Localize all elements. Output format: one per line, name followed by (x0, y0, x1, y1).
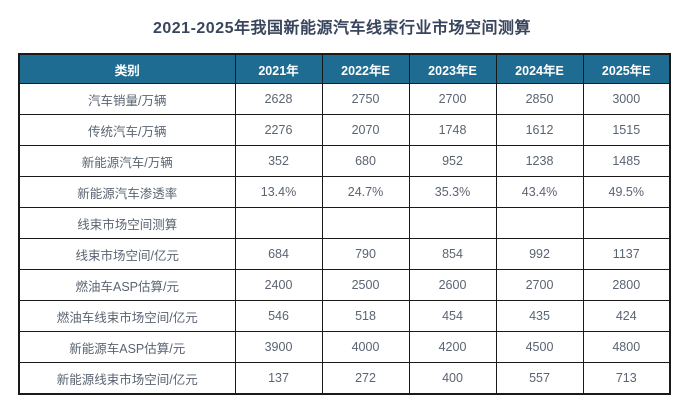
table-cell: 400 (408, 362, 497, 395)
table-cell: 790 (321, 238, 410, 270)
table-row: 新能源车ASP估算/元 3900 4000 4200 4500 4800 (18, 331, 671, 363)
column-header-year: 2023年E (408, 53, 497, 84)
column-header-year: 2024年E (495, 53, 584, 84)
table-cell: 2750 (321, 83, 410, 115)
table-body: 汽车销量/万辆 2628 2750 2700 2850 3000 传统汽车/万辆 2276 20… (18, 83, 671, 395)
table-row: 线束市场空间测算 (18, 207, 671, 239)
row-label: 线束市场空间/亿元 (18, 238, 236, 270)
table-cell (582, 207, 671, 239)
column-header-category: 类别 (18, 53, 236, 84)
row-label: 传统汽车/万辆 (18, 114, 236, 146)
table-cell: 2276 (234, 114, 323, 146)
table-cell: 1238 (495, 145, 584, 177)
table-cell: 43.4% (495, 176, 584, 208)
table-cell: 854 (408, 238, 497, 270)
table-cell: 35.3% (408, 176, 497, 208)
row-label: 新能源线束市场空间/亿元 (18, 362, 236, 395)
table-row: 新能源汽车渗透率 13.4% 24.7% 35.3% 43.4% 49.5% (18, 176, 671, 208)
table-cell: 1485 (582, 145, 671, 177)
table-cell: 1515 (582, 114, 671, 146)
column-header-year: 2025年E (582, 53, 671, 84)
table-cell: 352 (234, 145, 323, 177)
table-cell: 1612 (495, 114, 584, 146)
table-cell: 4200 (408, 331, 497, 363)
table-cell: 24.7% (321, 176, 410, 208)
table-cell (495, 207, 584, 239)
table-cell: 2600 (408, 269, 497, 301)
table-cell (408, 207, 497, 239)
row-label: 新能源车ASP估算/元 (18, 331, 236, 363)
table-cell: 49.5% (582, 176, 671, 208)
table-cell: 518 (321, 300, 410, 332)
table-cell: 2700 (408, 83, 497, 115)
table-cell: 272 (321, 362, 410, 395)
table-row: 传统汽车/万辆 2276 2070 1748 1612 1515 (18, 114, 671, 146)
table-row: 线束市场空间/亿元 684 790 854 992 1137 (18, 238, 671, 270)
table-cell: 2500 (321, 269, 410, 301)
row-label: 新能源汽车渗透率 (18, 176, 236, 208)
table-cell: 557 (495, 362, 584, 395)
row-label: 汽车销量/万辆 (18, 83, 236, 115)
table-cell: 4800 (582, 331, 671, 363)
table-cell: 713 (582, 362, 671, 395)
table-cell (321, 207, 410, 239)
table-cell: 992 (495, 238, 584, 270)
table-cell: 4000 (321, 331, 410, 363)
table-cell: 454 (408, 300, 497, 332)
table-cell: 3900 (234, 331, 323, 363)
table-row: 新能源汽车/万辆 352 680 952 1238 1485 (18, 145, 671, 177)
table-row: 燃油车ASP估算/元 2400 2500 2600 2700 2800 (18, 269, 671, 301)
table-cell: 680 (321, 145, 410, 177)
table-cell: 2400 (234, 269, 323, 301)
table-row: 燃油车线束市场空间/亿元 546 518 454 435 424 (18, 300, 671, 332)
page-title: 2021-2025年我国新能源汽车线束行业市场空间测算 (152, 20, 532, 37)
table-cell: 684 (234, 238, 323, 270)
table-cell: 952 (408, 145, 497, 177)
table-cell: 2800 (582, 269, 671, 301)
row-label: 燃油车ASP估算/元 (18, 269, 236, 301)
table-header: 类别 2021年 2022年E 2023年E 2024年E 2025年E (18, 53, 671, 84)
table-cell: 3000 (582, 83, 671, 115)
row-label: 线束市场空间测算 (18, 207, 236, 239)
row-label: 燃油车线束市场空间/亿元 (18, 300, 236, 332)
table-cell: 4500 (495, 331, 584, 363)
table-cell (234, 207, 323, 239)
column-header-year: 2022年E (321, 53, 410, 84)
market-space-table: 类别 2021年 2022年E 2023年E 2024年E 2025年E 汽车销量/万辆 2… (18, 53, 671, 395)
table-cell: 1137 (582, 238, 671, 270)
header-row: 类别 2021年 2022年E 2023年E 2024年E 2025年E (18, 53, 671, 84)
table-cell: 2850 (495, 83, 584, 115)
table-row: 汽车销量/万辆 2628 2750 2700 2850 3000 (18, 83, 671, 115)
table-cell: 424 (582, 300, 671, 332)
table-row: 新能源线束市场空间/亿元 137 272 400 557 713 (18, 362, 671, 395)
table-cell: 13.4% (234, 176, 323, 208)
table-cell: 2070 (321, 114, 410, 146)
table-cell: 435 (495, 300, 584, 332)
table-cell: 2628 (234, 83, 323, 115)
table-cell: 546 (234, 300, 323, 332)
table-cell: 1748 (408, 114, 497, 146)
row-label: 新能源汽车/万辆 (18, 145, 236, 177)
column-header-year: 2021年 (234, 53, 323, 84)
table-cell: 137 (234, 362, 323, 395)
table-cell: 2700 (495, 269, 584, 301)
